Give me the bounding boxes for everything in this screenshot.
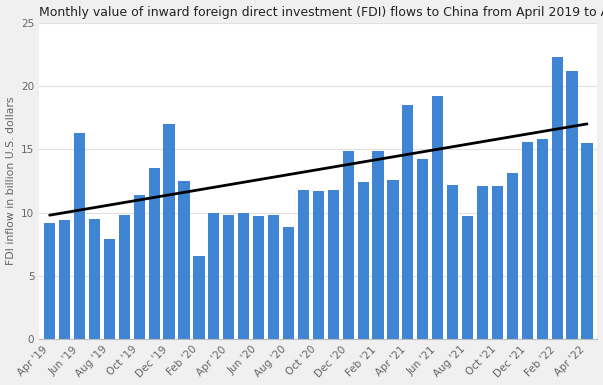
Bar — [74, 133, 85, 340]
Bar — [387, 180, 399, 340]
Y-axis label: FDI inflow in billion U.S. dollars: FDI inflow in billion U.S. dollars — [5, 97, 16, 265]
Bar — [492, 186, 503, 340]
Bar — [327, 190, 339, 340]
Bar — [462, 216, 473, 340]
Bar — [44, 223, 55, 340]
Bar — [89, 219, 100, 340]
Bar — [343, 151, 354, 340]
Bar — [238, 213, 249, 340]
Bar — [402, 105, 414, 340]
Bar — [178, 181, 189, 340]
Bar — [268, 215, 279, 340]
Bar — [417, 159, 428, 340]
Bar — [507, 173, 518, 340]
Bar — [298, 190, 309, 340]
Bar — [566, 71, 578, 340]
Bar — [477, 186, 488, 340]
Bar — [581, 143, 593, 340]
Bar — [313, 191, 324, 340]
Bar — [163, 124, 175, 340]
Bar — [552, 57, 563, 340]
Bar — [148, 168, 160, 340]
Bar — [358, 182, 368, 340]
Bar — [373, 151, 384, 340]
Bar — [537, 139, 548, 340]
Bar — [104, 239, 115, 340]
Bar — [253, 216, 264, 340]
Bar — [59, 220, 70, 340]
Bar — [432, 96, 443, 340]
Bar — [119, 215, 130, 340]
Bar — [223, 215, 235, 340]
Bar — [283, 227, 294, 340]
Bar — [522, 142, 533, 340]
Bar — [447, 185, 458, 340]
Bar — [194, 256, 204, 340]
Bar — [134, 195, 145, 340]
Bar — [208, 213, 219, 340]
Text: Monthly value of inward foreign direct investment (FDI) flows to China from Apri: Monthly value of inward foreign direct i… — [39, 5, 603, 18]
